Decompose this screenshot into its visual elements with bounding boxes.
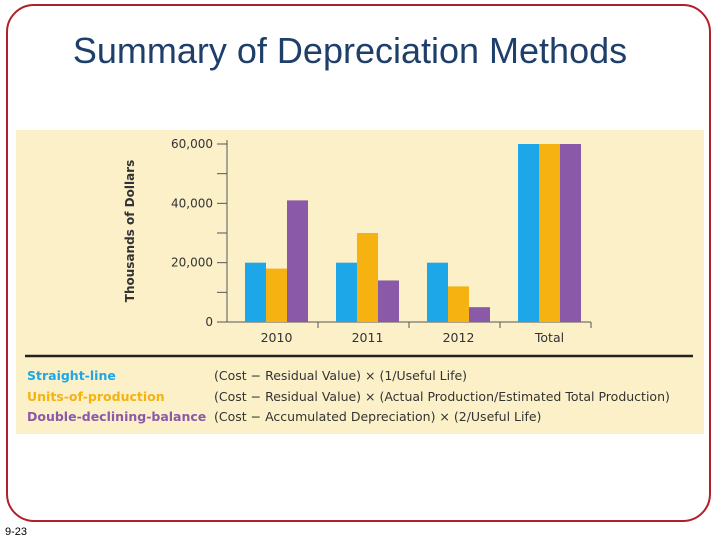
bar-double-declining-balance-2010: [287, 200, 308, 322]
y-axis-title: Thousands of Dollars: [123, 160, 137, 302]
legend-label-straight-line: Straight-line: [27, 368, 116, 383]
x-tick-label: 2011: [352, 330, 384, 345]
depreciation-bar-chart: 0 20,000 40,000 60,000 Thousands of Dollars 2…: [123, 137, 592, 345]
slide-number: 9-23: [5, 526, 28, 538]
x-tick-label: Total: [534, 330, 564, 345]
x-tick-label: 2010: [261, 330, 293, 345]
bar-units-of-production-2011: [357, 233, 378, 322]
bar-units-of-production-2012: [448, 286, 469, 322]
slide-title: Summary of Depreciation Methods: [72, 30, 628, 71]
y-tick-label: 0: [205, 315, 213, 329]
bar-double-declining-balance-total: [560, 144, 581, 322]
formula-units-of-production: (Cost − Residual Value) × (Actual Produc…: [214, 389, 670, 404]
bar-straight-line-2010: [245, 262, 266, 322]
bar-straight-line-total: [518, 144, 539, 322]
y-tick-label: 60,000: [171, 137, 213, 151]
formula-double-declining-balance: (Cost − Accumulated Depreciation) × (2/U…: [214, 409, 542, 424]
bar-units-of-production-2010: [266, 268, 287, 322]
x-tick-label: 2012: [443, 330, 475, 345]
bar-double-declining-balance-2012: [469, 307, 490, 322]
y-tick-label: 40,000: [171, 196, 213, 210]
bar-double-declining-balance-2011: [378, 280, 399, 322]
formula-straight-line: (Cost − Residual Value) × (1/Useful Life…: [214, 368, 468, 383]
bar-units-of-production-total: [539, 144, 560, 322]
legend-label-double-declining-balance: Double-declining-balance: [27, 409, 207, 424]
figure-panel: 0 20,000 40,000 60,000 Thousands of Dollars 2…: [16, 130, 704, 434]
bar-straight-line-2012: [427, 262, 448, 322]
legend-label-units-of-production: Units-of-production: [27, 389, 165, 404]
bar-straight-line-2011: [336, 262, 357, 322]
y-tick-label: 20,000: [171, 256, 213, 270]
